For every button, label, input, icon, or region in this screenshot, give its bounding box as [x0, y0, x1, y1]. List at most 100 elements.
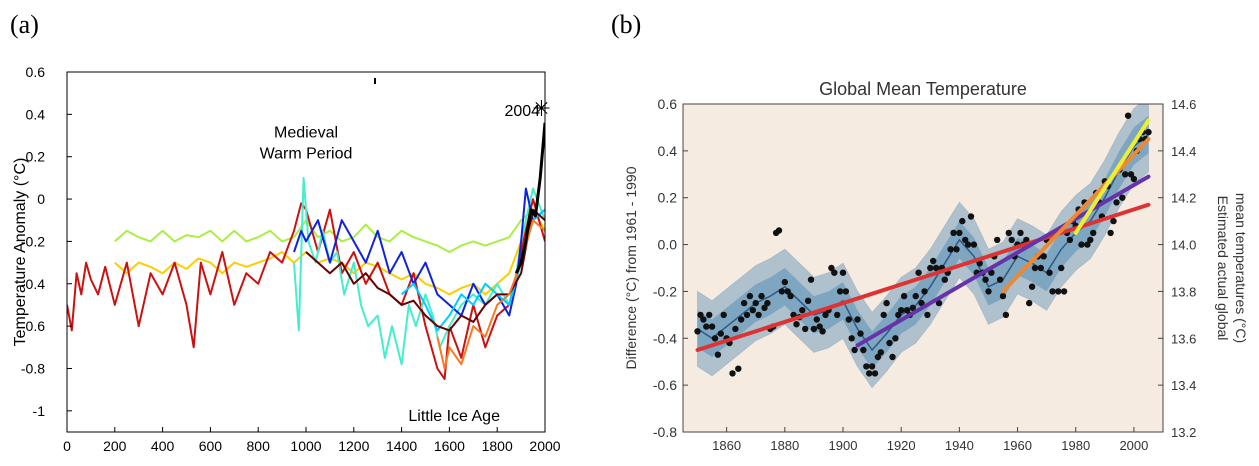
annual-data-point: [822, 311, 829, 319]
annual-data-point: [845, 316, 852, 323]
annual-data-point: [927, 264, 934, 272]
annual-data-point: [1113, 199, 1120, 206]
y-tick-label: -0.4: [21, 276, 45, 292]
annual-data-point: [909, 304, 916, 311]
annual-data-point: [1090, 229, 1097, 237]
annual-data-point: [851, 346, 858, 354]
y-axis-label: Temperature Anomaly (°C): [12, 158, 29, 347]
annual-data-point: [1145, 128, 1152, 136]
x-tick-label: 1400: [386, 438, 417, 454]
annual-data-point: [834, 311, 841, 319]
y2-tick-label: 14.0: [1171, 238, 1196, 253]
annual-data-point: [1037, 264, 1045, 272]
reconstruction-line-7: [305, 208, 545, 332]
reconstruction-line-3: [67, 198, 545, 381]
y-tick-label: 0: [37, 191, 45, 207]
annual-data-point: [819, 328, 826, 335]
x-tick-label: 400: [151, 438, 175, 454]
annual-data-point: [1049, 288, 1056, 295]
annual-data-point: [703, 323, 710, 330]
annual-data-point: [761, 304, 768, 311]
x-tick-label: 200: [103, 438, 127, 454]
annual-data-point: [1110, 217, 1117, 225]
annual-data-point: [1055, 288, 1062, 295]
annual-data-point: [1031, 264, 1039, 272]
annotation-label: Little Ice Age: [408, 408, 500, 425]
annual-data-point: [711, 335, 719, 342]
annual-data-point: [706, 311, 713, 319]
y2-tick-label: 14.4: [1171, 144, 1196, 159]
y-axis-label: Difference (°C) from 1961 - 1990: [623, 166, 639, 369]
reconstruction-line-1: [114, 208, 545, 253]
annual-data-point: [743, 311, 751, 319]
trend-line-4: [1073, 118, 1151, 235]
annual-data-point: [735, 365, 742, 372]
annual-data-point: [1130, 175, 1138, 183]
annual-data-point: [932, 264, 940, 272]
y-tick-label: -0.2: [21, 233, 45, 249]
annual-data-point: [799, 307, 806, 314]
trend-line-2: [855, 174, 1151, 348]
panel-b-label: (b): [611, 10, 642, 39]
annual-data-point: [1124, 112, 1132, 119]
x-tick-label: 2000: [529, 438, 560, 454]
annual-data-point: [863, 363, 870, 370]
y-tick-label: 0.6: [26, 64, 46, 80]
x-tick-label: 1980: [1061, 438, 1090, 453]
annual-data-point: [959, 217, 966, 225]
chart-b-title: Global Mean Temperature: [819, 79, 1027, 99]
annual-data-point: [752, 299, 759, 307]
x-tick-label: 1800: [482, 438, 513, 454]
y2-tick-label: 13.2: [1171, 425, 1196, 440]
annual-data-point: [996, 276, 1004, 283]
y-tick-label: 0.2: [658, 190, 678, 206]
annual-data-point: [1127, 171, 1135, 178]
annual-data-point: [813, 316, 820, 323]
annual-data-point: [1005, 229, 1012, 237]
annual-data-point: [868, 363, 876, 370]
annual-data-point: [877, 349, 884, 356]
annual-data-point: [1107, 229, 1114, 237]
annual-data-point: [775, 227, 783, 234]
annual-data-point: [781, 278, 788, 286]
y2-axis-label: mean temperatures (°C): [1233, 193, 1249, 343]
y2-tick-label: 13.8: [1171, 284, 1196, 299]
annual-data-point: [866, 370, 873, 377]
x-tick-label: 1600: [434, 438, 465, 454]
annotation-label: Warm Period: [260, 145, 353, 162]
annual-data-point: [1046, 269, 1053, 276]
annual-data-point: [964, 241, 972, 248]
annual-data-point: [842, 288, 850, 295]
annual-data-point: [708, 323, 716, 330]
x-tick-label: 1960: [1003, 438, 1032, 453]
annual-data-point: [941, 276, 948, 283]
annual-data-point: [915, 269, 922, 276]
annual-data-point: [764, 299, 771, 307]
y-tick-label: -0.8: [21, 360, 45, 376]
annual-data-point: [758, 292, 765, 300]
y-tick-label: -0.6: [21, 318, 45, 334]
annual-data-point: [784, 288, 791, 295]
annual-data-point: [999, 292, 1007, 300]
y-tick-label: -0.2: [653, 283, 677, 299]
y2-tick-label: 13.6: [1171, 331, 1196, 346]
annual-data-point: [962, 236, 969, 244]
annual-data-point: [694, 328, 701, 335]
y-tick-label: -1: [33, 403, 46, 419]
annual-data-point: [880, 311, 887, 319]
plot-a-series-group: [67, 122, 545, 381]
annual-data-point: [953, 246, 960, 253]
annual-data-point: [1028, 283, 1036, 290]
x-tick-label: 1920: [887, 438, 916, 453]
annual-data-point: [836, 288, 844, 295]
y-tick-label: 0.4: [26, 106, 46, 122]
annual-data-point: [982, 276, 989, 283]
annual-data-point: [1122, 171, 1129, 178]
annual-data-point: [930, 257, 937, 265]
annual-data-point: [839, 269, 847, 276]
plot-b-background: [683, 104, 1163, 432]
annual-data-point: [860, 346, 867, 354]
annual-data-point: [918, 299, 925, 307]
annual-data-point: [729, 370, 736, 377]
x-tick-label: 600: [199, 438, 223, 454]
